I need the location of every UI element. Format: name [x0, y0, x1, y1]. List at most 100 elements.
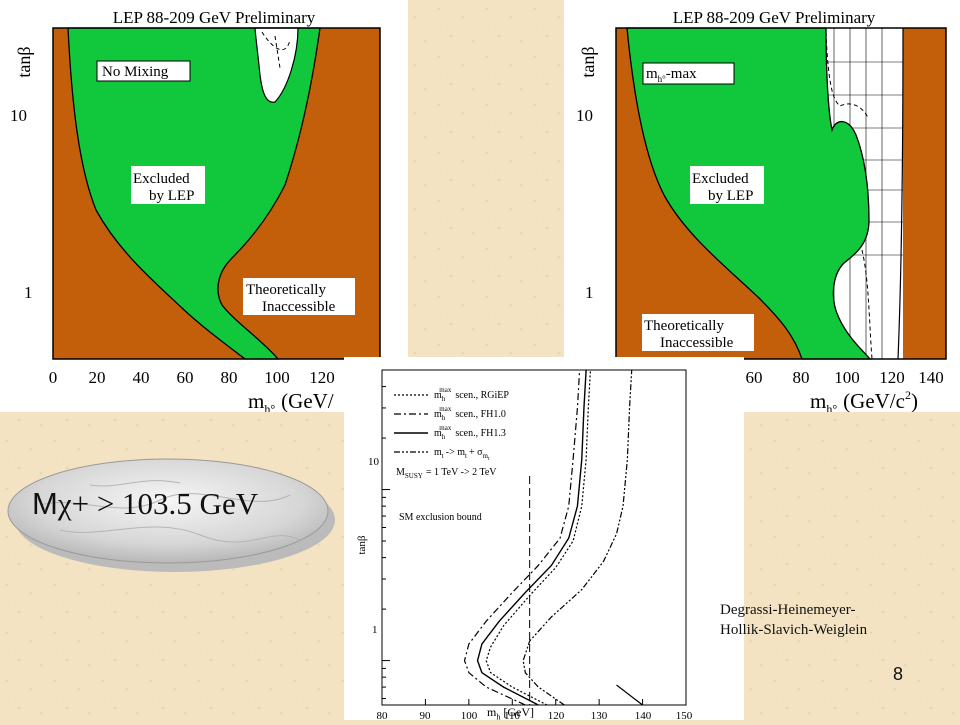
legend-entry-rgiep: mhmax scen., RGiEP — [434, 386, 509, 403]
plot-frame — [615, 27, 947, 360]
x-tick-80: 80 — [793, 368, 810, 387]
sm-exclusion-label: SM exclusion bound — [399, 512, 482, 523]
scenario-label-main: m — [646, 66, 658, 82]
excluded-label-line1: Excluded — [692, 171, 749, 187]
mass-limit-badge — [7, 458, 335, 572]
x-axis-label-main: m — [810, 389, 826, 412]
x-tick-140: 140 — [918, 368, 944, 387]
excluded-label-line2: by LEP — [149, 188, 194, 204]
excluded-box: Excluded by LEP — [690, 166, 764, 204]
x-tick-100: 100 — [461, 710, 478, 720]
inaccessible-label-line2: Inaccessible — [262, 299, 336, 315]
series-line-2 — [463, 369, 581, 706]
x-tick-140: 140 — [635, 710, 652, 720]
x-axis-label: mh° (GeV/c2) — [810, 388, 918, 412]
inaccessible-box: Theoretically Inaccessible — [642, 314, 754, 351]
inaccessible-label-line1: Theoretically — [246, 282, 326, 298]
excluded-label-line1: Excluded — [133, 171, 190, 187]
y-axis-label: tanβ — [578, 46, 598, 77]
x-axis-label-unit: (GeV/c — [843, 389, 905, 412]
x-tick-labels: 80 90 100 110 120 130 140 150 — [377, 710, 693, 722]
excluded-label-line2: by LEP — [708, 188, 753, 204]
legend: mhmax scen., RGiEP mhmax scen., FH1.0 mhma… — [394, 386, 509, 480]
series-line-msusy — [616, 684, 643, 706]
y-tick-labels: 10 1 — [576, 106, 594, 302]
inaccessible-label-line2: Inaccessible — [660, 335, 734, 351]
x-ticks — [381, 699, 687, 705]
series-line-3 — [476, 369, 587, 706]
x-tick-120: 120 — [548, 710, 565, 720]
legend-entry-fh10: mhmax scen., FH1.0 — [434, 405, 506, 422]
y-tick-1: 1 — [585, 283, 594, 302]
x-tick-90: 90 — [420, 710, 432, 720]
y-tick-10: 10 — [368, 456, 380, 468]
x-axis-label-sup: 2 — [905, 388, 911, 402]
chart-panel-no-mixing: LEP 88-209 GeV Preliminary tanβ 10 1 0 2… — [0, 0, 408, 416]
x-tick-120: 120 — [309, 368, 335, 387]
y-tick-labels: 10 1 — [368, 456, 380, 636]
y-tick-10: 10 — [576, 106, 593, 125]
chart-no-mixing: LEP 88-209 GeV Preliminary tanβ 10 1 0 2… — [10, 8, 381, 416]
x-axis-label-sub: h° — [826, 402, 837, 412]
scenario-label-sub: h° — [658, 74, 667, 84]
scenario-label: No Mixing — [102, 64, 169, 80]
x-axis-label-close: ) — [911, 389, 918, 412]
y-ticks — [382, 369, 390, 700]
y-tick-labels: 10 1 — [10, 106, 33, 302]
chart-mhmax: LEP 88-209 GeV Preliminary tanβ 10 1 60 … — [576, 8, 947, 416]
legend-entry-mt: mt -> mt + σmt — [434, 447, 490, 462]
author-credit: Degrassi-Heinemeyer- Hollik-Slavich-Weig… — [720, 600, 867, 640]
credit-line-1: Degrassi-Heinemeyer- — [720, 602, 856, 618]
x-tick-100: 100 — [264, 368, 290, 387]
x-tick-130: 130 — [591, 710, 608, 720]
x-axis-label-chart3: mh [GeV] — [487, 705, 534, 722]
x-tick-150: 150 — [676, 710, 693, 720]
x-axis-label-sub: h° — [264, 402, 275, 412]
x-tick-100: 100 — [834, 368, 860, 387]
legend-entry-fh13: mhmax scen., FH1.3 — [434, 424, 506, 441]
x-tick-110: 110 — [504, 710, 521, 720]
plot-frame — [381, 369, 687, 706]
x-tick-40: 40 — [133, 368, 150, 387]
scenario-label-rest: -max — [666, 66, 697, 82]
series-line-1 — [485, 369, 592, 706]
inaccessible-box: Theoretically Inaccessible — [243, 278, 355, 315]
series-line-4 — [522, 369, 633, 706]
allowed-boundary — [897, 27, 904, 360]
x-tick-80: 80 — [221, 368, 238, 387]
x-tick-20: 20 — [89, 368, 106, 387]
x-tick-labels: 60 80 100 120 140 — [746, 368, 944, 387]
x-tick-120: 120 — [879, 368, 905, 387]
x-tick-0: 0 — [49, 368, 58, 387]
page-number: 8 — [893, 664, 904, 684]
x-axis-label: mh° (GeV/ — [248, 389, 334, 412]
x-tick-60: 60 — [746, 368, 763, 387]
excluded-box: Excluded by LEP — [131, 166, 205, 204]
x-axis-label-unit: (GeV/ — [281, 389, 334, 412]
chart-title: LEP 88-209 GeV Preliminary — [113, 8, 316, 27]
credit-line-2: Hollik-Slavich-Weiglein — [720, 622, 868, 638]
y-tick-10: 10 — [10, 106, 27, 125]
x-tick-80: 80 — [377, 710, 389, 720]
scenario-label: mh°-max — [646, 66, 697, 84]
chart-title: LEP 88-209 GeV Preliminary — [673, 8, 876, 27]
dashed-contour — [261, 31, 291, 69]
y-axis-label: tanβ — [356, 535, 368, 554]
inaccessible-label-line1: Theoretically — [644, 318, 724, 334]
scenario-box: No Mixing — [96, 60, 191, 82]
chart-panel-mhmax: LEP 88-209 GeV Preliminary tanβ 10 1 60 … — [564, 0, 960, 416]
y-tick-1: 1 — [372, 624, 378, 636]
x-axis-label-main: m — [248, 389, 264, 412]
scenario-box: mh°-max — [642, 62, 735, 85]
dashed-contour — [825, 31, 873, 360]
y-axis-label: tanβ — [14, 46, 34, 77]
plot-frame — [52, 27, 381, 360]
series-lines — [463, 369, 643, 706]
chart-panel-mh-limits: tanβ 10 1 80 90 100 110 120 130 140 150 … — [344, 357, 744, 722]
legend-entry-msusy: MSUSY = 1 TeV -> 2 TeV — [396, 467, 497, 480]
mass-limit-label: Mχ+ > 103.5 GeV — [32, 486, 259, 521]
x-tick-labels: 0 20 40 60 80 100 120 — [49, 368, 335, 387]
y-tick-1: 1 — [24, 283, 33, 302]
x-tick-60: 60 — [177, 368, 194, 387]
allowed-island — [254, 27, 299, 103]
